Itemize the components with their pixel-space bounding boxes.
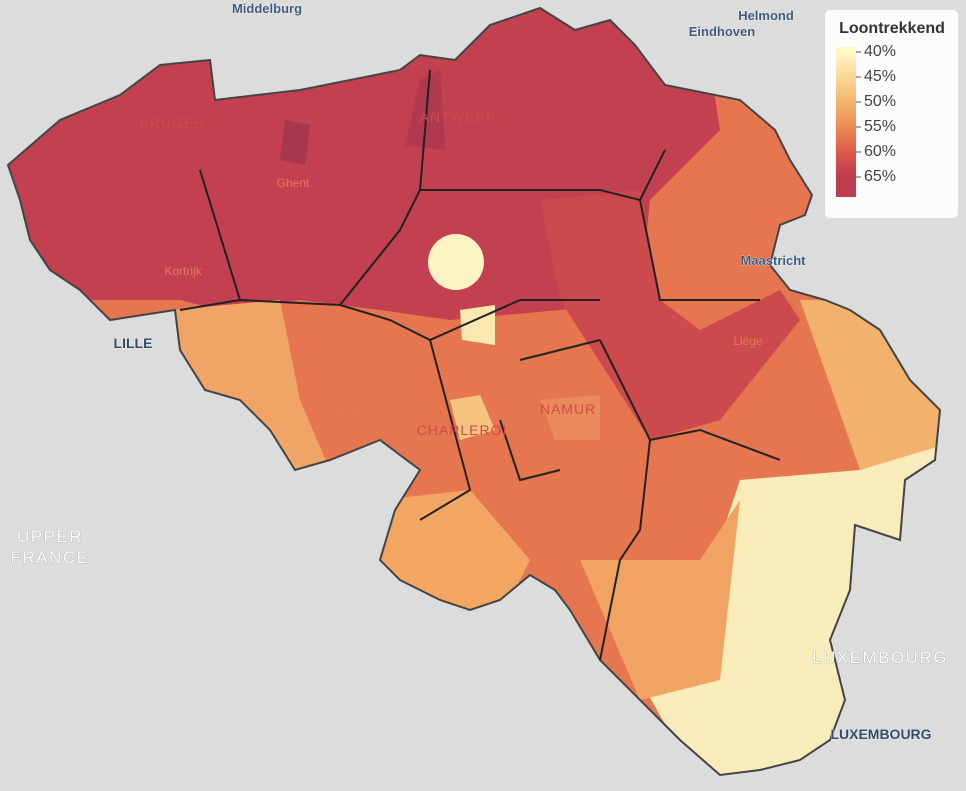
place-label-line: ANTWERP	[420, 109, 497, 125]
legend-tick-label: 50%	[864, 93, 896, 110]
place-label-line: Helmond	[738, 8, 794, 23]
place-label-line: Ghent	[277, 176, 310, 190]
place-label: Liège	[733, 334, 763, 348]
place-label: Middelburg	[232, 1, 302, 16]
province-borders	[179, 69, 781, 661]
place-label-line: LUXEMBOURG	[830, 726, 931, 742]
place-label: Mons	[335, 406, 364, 420]
place-label: Helmond	[738, 8, 794, 23]
place-label: LUXEMBOURG	[830, 726, 931, 742]
flanders	[8, 8, 720, 320]
dark-municipality	[405, 70, 445, 150]
place-label: Maastricht	[740, 253, 806, 268]
place-label-line: Mons	[335, 406, 364, 420]
place-label-line: Kortrijk	[164, 264, 202, 278]
place-label-line: Eindhoven	[689, 24, 756, 39]
place-label-line: BRUGES	[139, 115, 204, 131]
legend-ticks: 40% 45% 50% 55% 60% 65%	[856, 43, 896, 185]
place-label-line: UPPER	[17, 527, 83, 546]
place-label: Eindhoven	[689, 24, 756, 39]
legend-tick-label: 40%	[864, 43, 896, 60]
place-label: UPPER FRANCE	[11, 527, 90, 567]
place-label: ANTWERP	[420, 109, 497, 125]
border	[6, 6, 942, 777]
place-label: BRUGES	[139, 115, 204, 131]
place-label-line: FRANCE	[11, 548, 90, 567]
place-label-line: CHARLEROI	[417, 422, 508, 438]
dark-municipality	[280, 120, 310, 165]
hainaut-west	[170, 300, 330, 470]
place-label: LUXEMBOURG	[812, 648, 948, 667]
place-label: Ghent	[277, 176, 310, 190]
place-label: LILLE	[114, 335, 153, 351]
legend-colorbar	[836, 47, 856, 197]
place-label: NAMUR	[540, 401, 596, 417]
place-label: CHARLEROI	[417, 422, 508, 438]
legend-tick-label: 45%	[864, 68, 896, 85]
light-municipality	[450, 395, 495, 440]
hainaut-south	[380, 490, 530, 620]
liege-area	[540, 190, 800, 440]
place-label-line: Liège	[733, 334, 763, 348]
light-municipality	[540, 395, 600, 440]
place-label-line: LUXEMBOURG	[812, 648, 948, 667]
legend-title: Loontrekkend	[839, 20, 945, 37]
place-label-line: NAMUR	[540, 401, 596, 417]
ardennes	[580, 500, 740, 700]
legend: Loontrekkend 40% 45% 50% 55% 60% 65%	[825, 10, 958, 218]
legend-box	[825, 10, 958, 218]
legend-tick-label: 65%	[864, 168, 896, 185]
place-label-line: Middelburg	[232, 1, 302, 16]
place-label-line: Maastricht	[740, 253, 806, 268]
legend-tick-label: 55%	[864, 118, 896, 135]
brussels	[428, 234, 484, 290]
place-label: Kortrijk	[164, 264, 202, 278]
legend-tick-label: 60%	[864, 143, 896, 160]
place-label-line: LILLE	[114, 335, 153, 351]
